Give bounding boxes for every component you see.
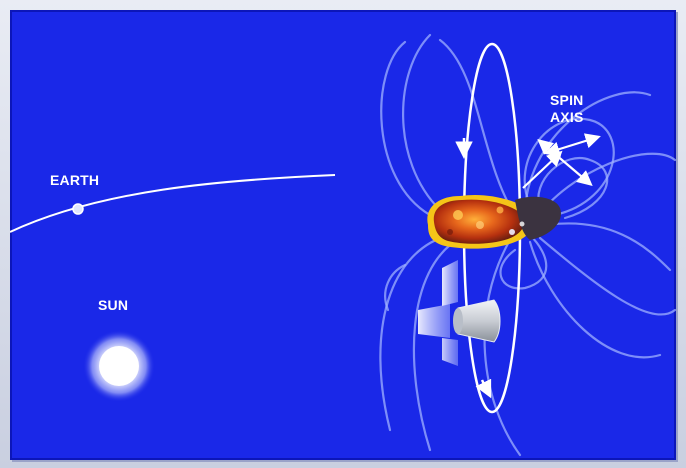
asteroid-body (427, 194, 561, 249)
magnetic-field-illustration: EARTH SUN SPIN AXIS (10, 33, 676, 457)
spin-axis-arrows (522, 133, 601, 189)
diagram-panel: EARTH SUN SPIN AXIS (10, 10, 676, 460)
thruster-nozzle (457, 299, 501, 343)
rotation-arrow-down-bottom (475, 378, 492, 399)
solar-panel-lower (418, 304, 450, 338)
solar-panel-bottom (442, 338, 458, 366)
label-earth: EARTH (50, 172, 99, 188)
spacecraft (418, 260, 501, 366)
label-spin-axis-line2: AXIS (550, 109, 583, 125)
label-sun: SUN (98, 297, 128, 313)
earth-marker (72, 203, 84, 215)
sun-core (99, 346, 139, 386)
label-spin-axis-line1: SPIN (550, 92, 583, 108)
magnetic-field-lines (379, 33, 676, 457)
earth-orbit-line (10, 174, 336, 233)
solar-panel-upper (442, 260, 458, 306)
